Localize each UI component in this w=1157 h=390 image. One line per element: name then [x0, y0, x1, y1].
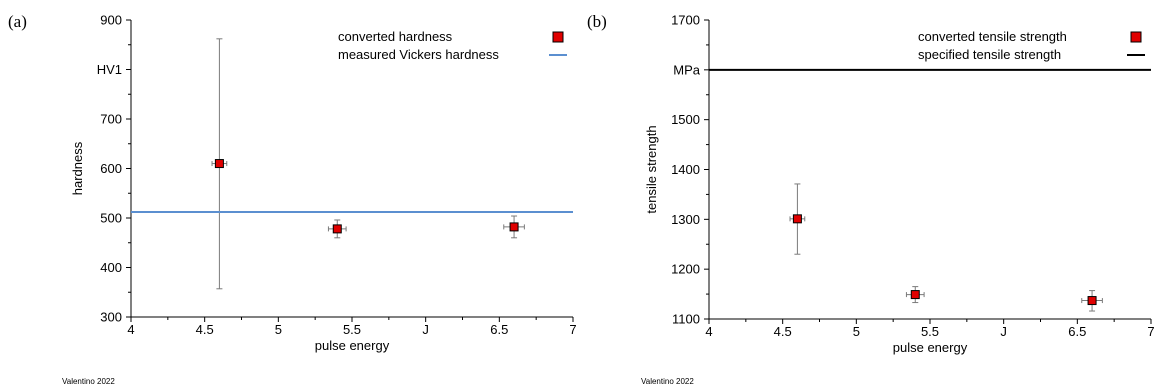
y-tick-label: 400 — [100, 260, 122, 275]
x-tick-label: J — [422, 322, 429, 337]
legend-marker-swatch — [552, 31, 564, 43]
y-tick-label: 500 — [100, 211, 122, 226]
y-tick-label: 1300 — [671, 212, 700, 227]
y-tick-label: 600 — [100, 161, 122, 176]
legend-label: converted hardness — [338, 29, 453, 44]
x-tick-label: 5.5 — [343, 322, 361, 337]
y-tick-label: MPa — [673, 62, 701, 77]
y-tick-label: 1700 — [671, 13, 700, 28]
data-marker — [910, 290, 920, 300]
y-tick-label: HV1 — [97, 62, 122, 77]
data-marker — [1087, 296, 1097, 306]
y-tick-label: 700 — [100, 112, 122, 127]
x-tick-label: 4 — [705, 324, 712, 339]
x-axis-label: pulse energy — [315, 338, 390, 353]
y-tick-label: 300 — [100, 310, 122, 325]
x-tick-label: 4 — [127, 322, 134, 337]
x-tick-label: J — [1000, 324, 1007, 339]
y-tick-label: 1400 — [671, 162, 700, 177]
data-marker — [509, 222, 519, 232]
data-point — [503, 215, 525, 239]
x-tick-label: 6.5 — [1068, 324, 1086, 339]
y-axis-label: tensile strength — [644, 125, 659, 213]
x-tick-label: 6.5 — [490, 322, 508, 337]
x-tick-label: 5.5 — [921, 324, 939, 339]
x-tick-label: 4.5 — [196, 322, 214, 337]
data-marker — [792, 214, 802, 224]
legend-label: specified tensile strength — [918, 47, 1061, 62]
data-point — [789, 183, 806, 255]
data-point — [327, 219, 347, 239]
data-point — [1081, 290, 1103, 312]
x-axis-label: pulse energy — [893, 340, 968, 355]
legend-label: converted tensile strength — [918, 29, 1067, 44]
legend-marker-swatch — [1130, 31, 1142, 43]
x-tick-label: 7 — [1147, 324, 1154, 339]
x-tick-label: 5 — [853, 324, 860, 339]
y-tick-label: 1200 — [671, 262, 700, 277]
panel-label: (a) — [8, 12, 27, 31]
y-tick-label: 1100 — [672, 312, 700, 327]
x-tick-label: 4.5 — [774, 324, 792, 339]
data-point — [905, 286, 925, 304]
legend-label: measured Vickers hardness — [338, 47, 499, 62]
data-point — [211, 38, 228, 290]
y-tick-label: 1500 — [671, 112, 700, 127]
credit-text: Valentino 2022 — [62, 377, 115, 386]
data-marker — [214, 159, 224, 169]
data-marker — [332, 224, 342, 234]
x-tick-label: 5 — [275, 322, 282, 337]
panel-label: (b) — [587, 12, 607, 31]
x-tick-label: 7 — [569, 322, 576, 337]
credit-text: Valentino 2022 — [641, 377, 694, 386]
y-tick-label: 900 — [100, 13, 122, 28]
y-axis-label: hardness — [70, 141, 85, 195]
